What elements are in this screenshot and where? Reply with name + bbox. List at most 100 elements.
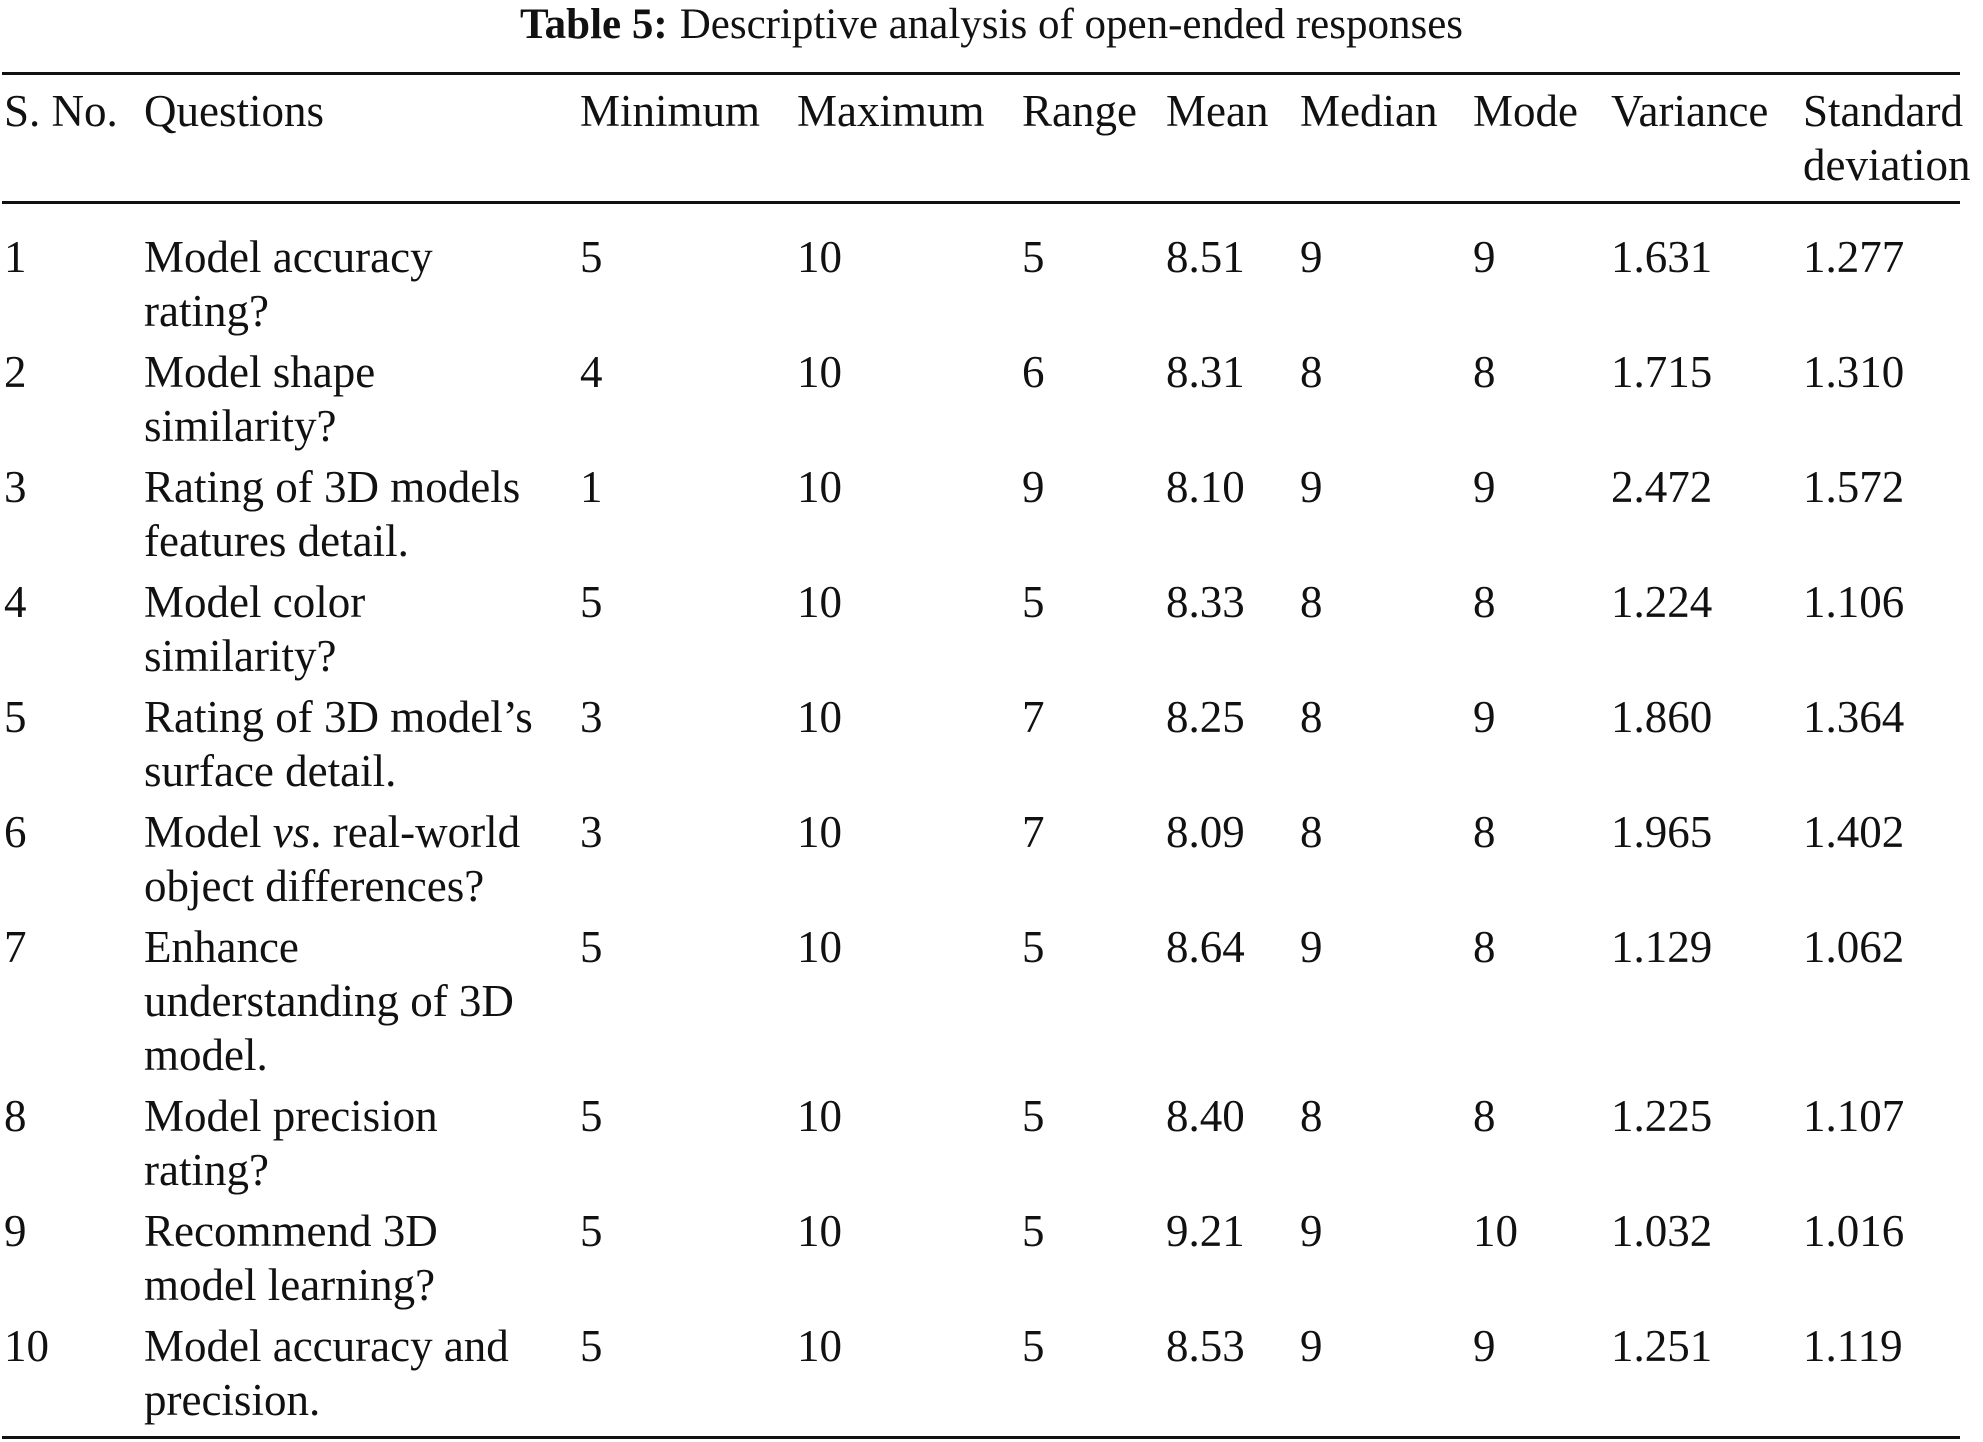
cell-standard-deviation: 1.119 xyxy=(1803,1321,1903,1371)
cell-range: 7 xyxy=(1022,807,1045,857)
cell-question-line: Model precision xyxy=(144,1091,438,1141)
header-range: Range xyxy=(1022,86,1137,136)
cell-sno: 5 xyxy=(4,692,27,742)
header-median: Median xyxy=(1300,86,1438,136)
cell-standard-deviation: 1.402 xyxy=(1803,807,1905,857)
cell-variance: 1.715 xyxy=(1611,347,1713,397)
cell-range: 5 xyxy=(1022,1321,1045,1371)
cell-standard-deviation: 1.310 xyxy=(1803,347,1905,397)
cell-mode: 10 xyxy=(1473,1206,1518,1256)
cell-mode: 8 xyxy=(1473,1091,1496,1141)
cell-minimum: 5 xyxy=(580,577,603,627)
cell-variance: 1.224 xyxy=(1611,577,1713,627)
cell-range: 5 xyxy=(1022,1091,1045,1141)
cell-question-line: Recommend 3D xyxy=(144,1206,438,1256)
cell-mode: 9 xyxy=(1473,692,1496,742)
cell-sno: 1 xyxy=(4,232,27,282)
cell-median: 8 xyxy=(1300,1091,1323,1141)
cell-mode: 9 xyxy=(1473,462,1496,512)
cell-range: 7 xyxy=(1022,692,1045,742)
cell-question-line: surface detail. xyxy=(144,746,397,796)
cell-question-line: Rating of 3D models xyxy=(144,462,521,512)
cell-maximum: 10 xyxy=(797,692,842,742)
cell-question: Recommend 3D model learning? xyxy=(144,1204,564,1312)
cell-mean: 8.09 xyxy=(1166,807,1245,857)
cell-mode: 9 xyxy=(1473,1321,1496,1371)
cell-variance: 2.472 xyxy=(1611,462,1713,512)
cell-question-line: Model accuracy xyxy=(144,232,433,282)
cell-minimum: 1 xyxy=(580,462,603,512)
cell-minimum: 3 xyxy=(580,807,603,857)
cell-standard-deviation: 1.016 xyxy=(1803,1206,1905,1256)
cell-maximum: 10 xyxy=(797,1321,842,1371)
cell-range: 5 xyxy=(1022,577,1045,627)
cell-sno: 8 xyxy=(4,1091,27,1141)
cell-standard-deviation: 1.062 xyxy=(1803,922,1905,972)
cell-question: Model vs. real-world object differences? xyxy=(144,805,564,913)
cell-range: 5 xyxy=(1022,1206,1045,1256)
cell-sno: 2 xyxy=(4,347,27,397)
table-caption-label: Table 5: xyxy=(519,1,668,48)
cell-mode: 9 xyxy=(1473,232,1496,282)
cell-mode: 8 xyxy=(1473,347,1496,397)
cell-question-line: Enhance xyxy=(144,922,299,972)
cell-question-line: Model vs. real-world xyxy=(144,807,521,857)
cell-minimum: 5 xyxy=(580,1091,603,1141)
cell-variance: 1.032 xyxy=(1611,1206,1713,1256)
cell-variance: 1.860 xyxy=(1611,692,1713,742)
cell-maximum: 10 xyxy=(797,1091,842,1141)
cell-range: 9 xyxy=(1022,462,1045,512)
cell-mean: 8.10 xyxy=(1166,462,1245,512)
cell-question: Rating of 3D model’s surface detail. xyxy=(144,690,564,798)
cell-question: Model color similarity? xyxy=(144,575,564,683)
cell-range: 5 xyxy=(1022,922,1045,972)
cell-sno: 4 xyxy=(4,577,27,627)
cell-minimum: 4 xyxy=(580,347,603,397)
cell-question: Enhance understanding of 3D model. xyxy=(144,920,564,1082)
cell-maximum: 10 xyxy=(797,462,842,512)
header-mean: Mean xyxy=(1166,86,1269,136)
header-variance: Variance xyxy=(1611,86,1769,136)
cell-question-line: rating? xyxy=(144,286,269,336)
cell-question-line: model. xyxy=(144,1030,268,1080)
cell-maximum: 10 xyxy=(797,1206,842,1256)
cell-variance: 1.251 xyxy=(1611,1321,1713,1371)
cell-maximum: 10 xyxy=(797,577,842,627)
cell-question-line: Model shape xyxy=(144,347,376,397)
table-top-rule xyxy=(2,72,1960,75)
cell-variance: 1.965 xyxy=(1611,807,1713,857)
cell-sno: 3 xyxy=(4,462,27,512)
cell-range: 6 xyxy=(1022,347,1045,397)
cell-question-line: features detail. xyxy=(144,516,409,566)
cell-variance: 1.631 xyxy=(1611,232,1713,282)
cell-question-line: similarity? xyxy=(144,401,337,451)
cell-minimum: 3 xyxy=(580,692,603,742)
cell-minimum: 5 xyxy=(580,232,603,282)
cell-question: Model shape similarity? xyxy=(144,345,564,453)
cell-question-line: Model color xyxy=(144,577,366,627)
cell-standard-deviation: 1.572 xyxy=(1803,462,1905,512)
cell-minimum: 5 xyxy=(580,1206,603,1256)
cell-sno: 9 xyxy=(4,1206,27,1256)
cell-question: Rating of 3D models features detail. xyxy=(144,460,564,568)
cell-maximum: 10 xyxy=(797,922,842,972)
cell-minimum: 5 xyxy=(580,922,603,972)
table-caption-text: Descriptive analysis of open-ended respo… xyxy=(679,1,1464,48)
cell-median: 8 xyxy=(1300,577,1323,627)
cell-question: Model accuracy rating? xyxy=(144,230,564,338)
cell-variance: 1.225 xyxy=(1611,1091,1713,1141)
cell-question-line: model learning? xyxy=(144,1260,436,1310)
cell-question-line: rating? xyxy=(144,1145,269,1195)
cell-question-line: understanding of 3D xyxy=(144,976,514,1026)
cell-range: 5 xyxy=(1022,232,1045,282)
cell-mean: 8.25 xyxy=(1166,692,1245,742)
cell-median: 8 xyxy=(1300,807,1323,857)
cell-standard-deviation: 1.106 xyxy=(1803,577,1905,627)
cell-question-line: object differences? xyxy=(144,861,485,911)
cell-mean: 9.21 xyxy=(1166,1206,1245,1256)
cell-mean: 8.33 xyxy=(1166,577,1245,627)
cell-maximum: 10 xyxy=(797,232,842,282)
table-bottom-rule xyxy=(2,1436,1960,1439)
cell-question-line: similarity? xyxy=(144,631,337,681)
cell-maximum: 10 xyxy=(797,347,842,397)
